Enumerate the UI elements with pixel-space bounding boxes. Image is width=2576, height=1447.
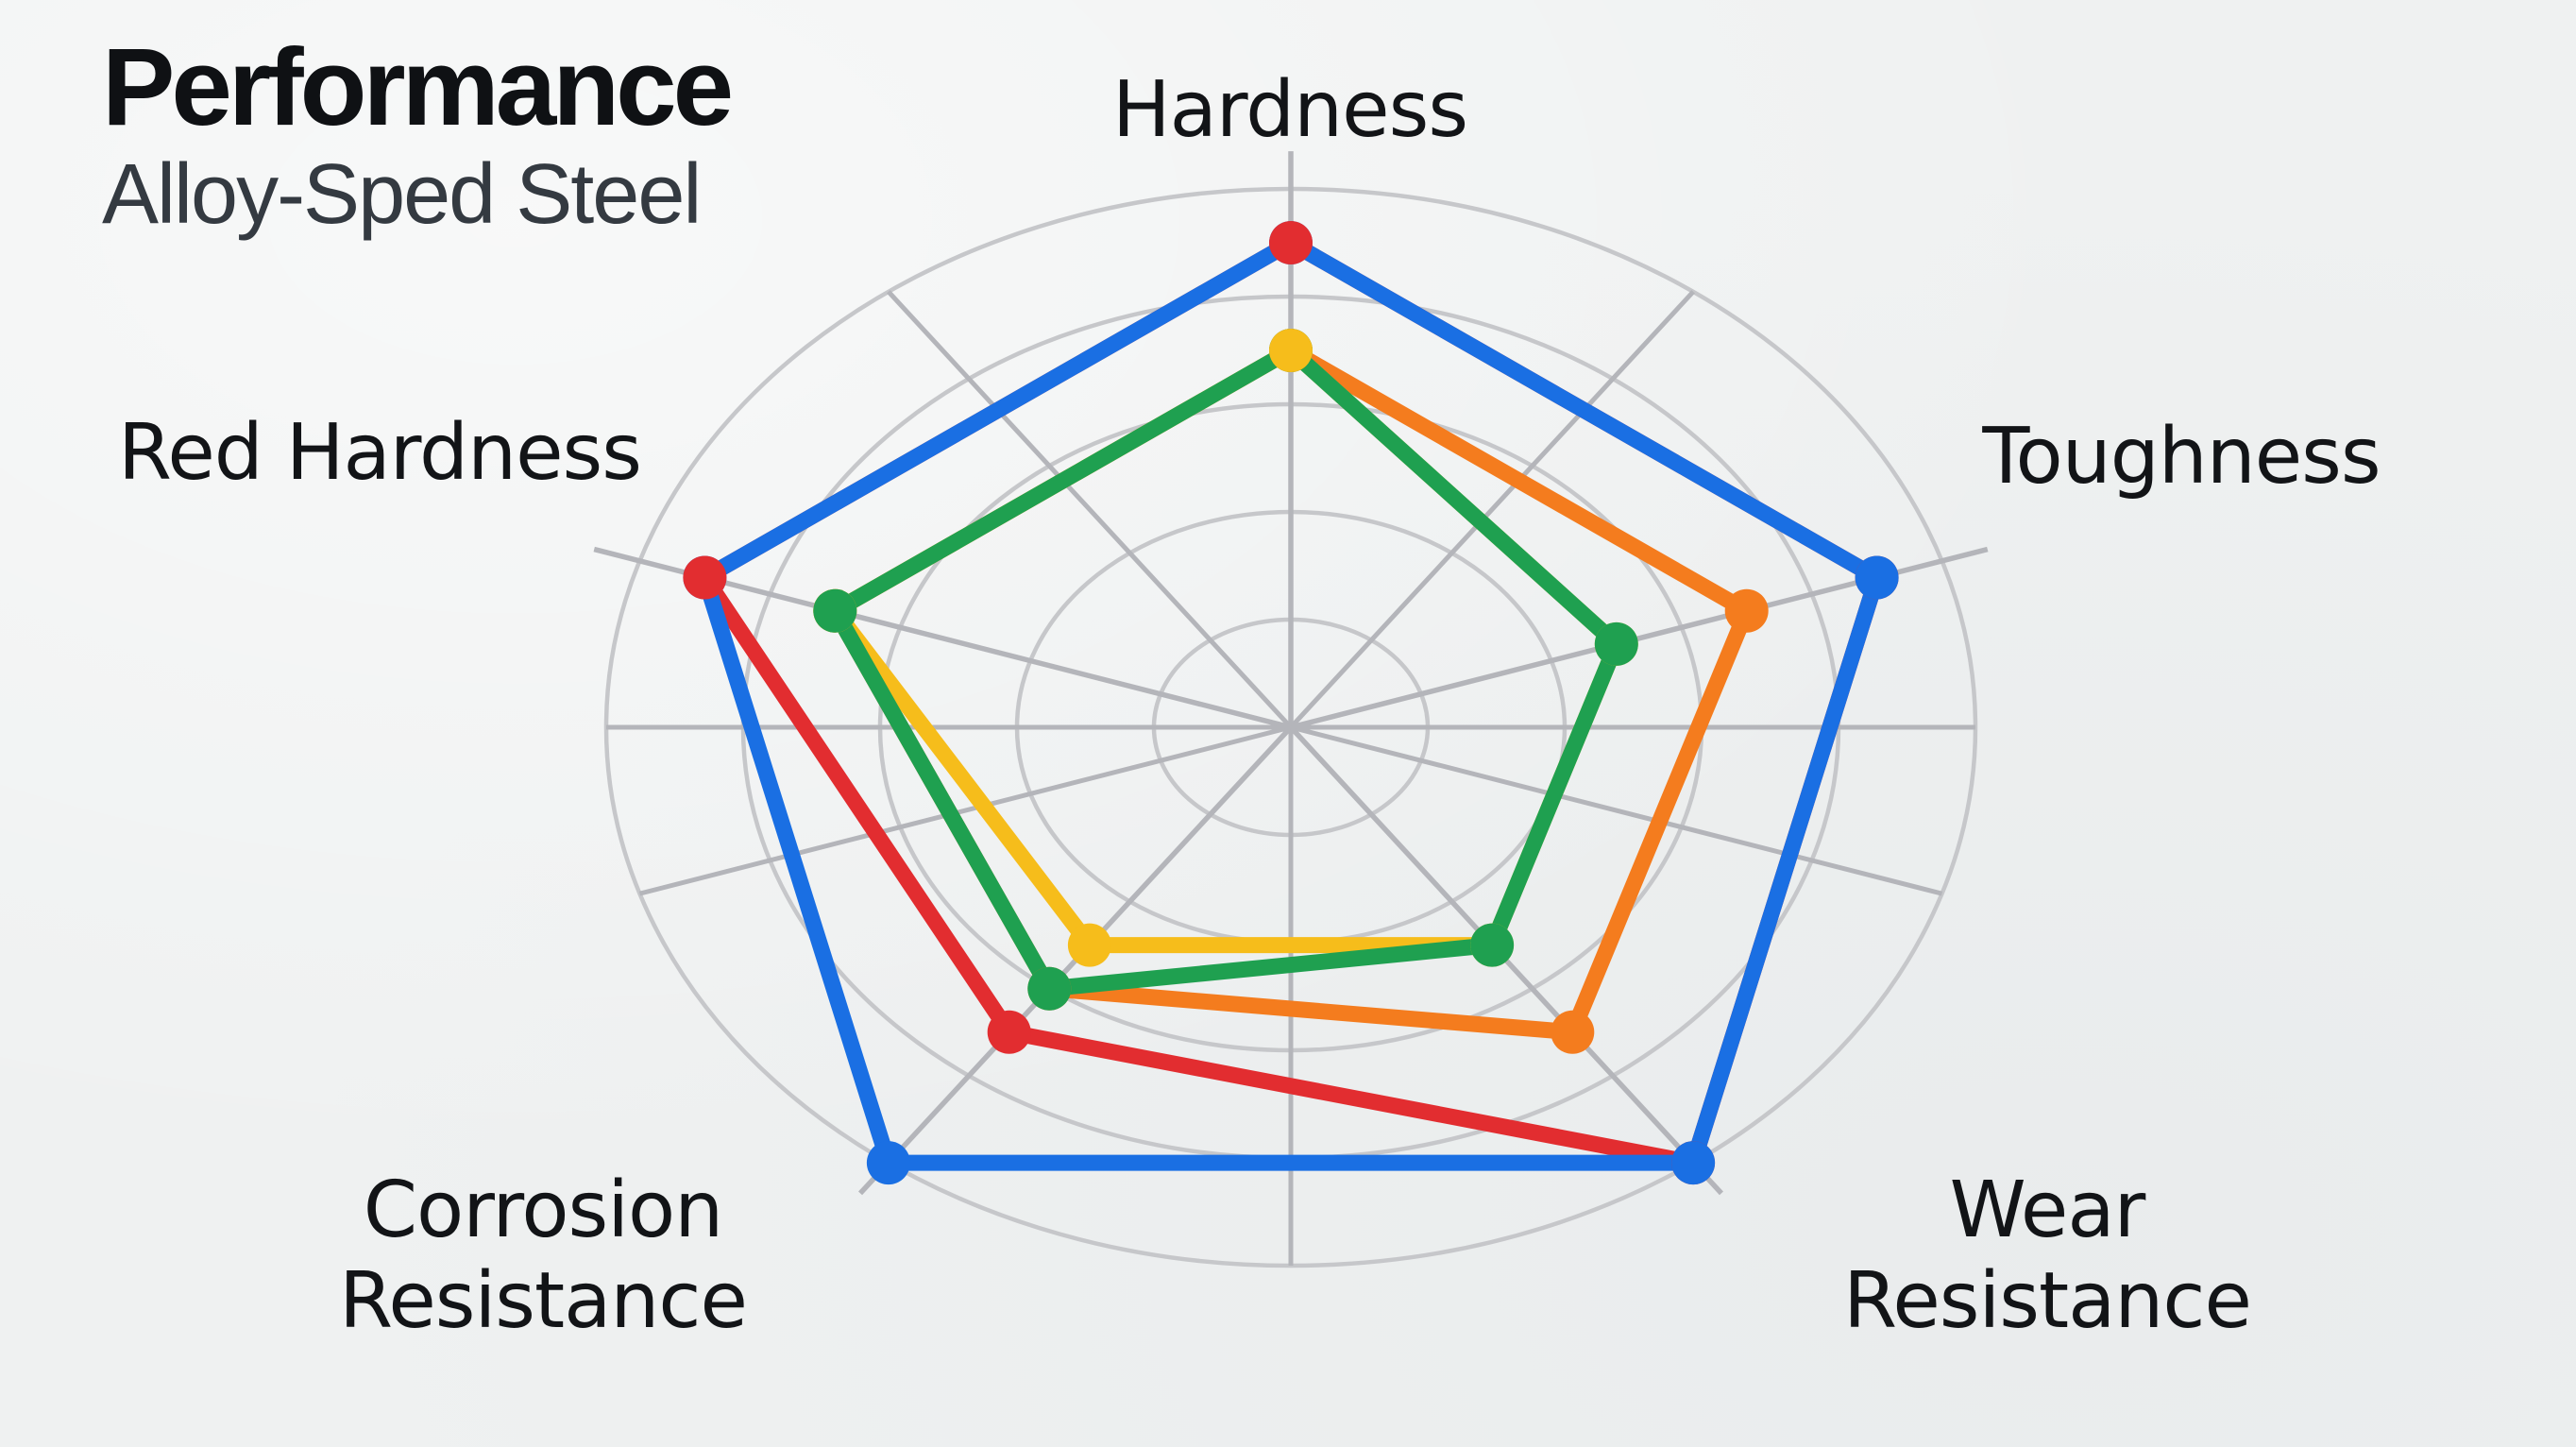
dot-green-toughness xyxy=(1594,621,1638,666)
series-polygon-green xyxy=(826,342,1625,997)
title-block: Performance Alloy-Sped Steel xyxy=(102,26,734,243)
axis-label-line: Corrosion xyxy=(363,1166,723,1256)
radar-series xyxy=(696,234,1886,1171)
axis-label-line: Wear xyxy=(1949,1166,2146,1256)
axis-label-red-hardness: Red Hardness xyxy=(118,408,642,499)
axis-label-line: Resistance xyxy=(339,1256,748,1346)
grid-spoke xyxy=(638,724,1292,896)
dot-blue-toughness xyxy=(1855,555,1899,600)
axis-label-corrosion-resistance: Corrosion Resistance xyxy=(339,1166,748,1347)
radar-grid xyxy=(593,151,1989,1268)
dot-green-corrosion-resistance xyxy=(1027,966,1072,1011)
axis-label-line: Red Hardness xyxy=(118,408,642,499)
chart-subtitle: Alloy-Sped Steel xyxy=(102,147,702,243)
axis-label-line: Hardness xyxy=(1111,65,1468,156)
grid-spoke xyxy=(1290,724,1943,896)
dot-blue-wear-resistance xyxy=(1671,1141,1716,1185)
dot-yellow-hardness xyxy=(1269,329,1313,372)
dot-red-red-hardness xyxy=(683,555,727,600)
series-polygon-blue xyxy=(696,234,1886,1171)
dot-orange-toughness xyxy=(1724,588,1769,633)
dot-orange-wear-resistance xyxy=(1551,1010,1595,1054)
grid-spoke xyxy=(1289,290,1695,729)
dot-blue-corrosion-resistance xyxy=(866,1141,910,1185)
axis-label-line: Resistance xyxy=(1843,1256,2252,1346)
axis-label-line: Toughness xyxy=(1982,412,2381,502)
chart-title: Performance xyxy=(102,26,734,148)
axis-label-toughness: Toughness xyxy=(1982,412,2381,502)
dot-green-wear-resistance xyxy=(1470,923,1515,967)
axis-label-hardness: Hardness xyxy=(1111,65,1468,156)
radar-dots xyxy=(683,221,1899,1185)
dot-red-hardness xyxy=(1269,221,1313,264)
dot-yellow-corrosion-resistance xyxy=(1067,923,1111,967)
dot-red-corrosion-resistance xyxy=(987,1010,1031,1054)
grid-spoke xyxy=(887,290,1293,729)
dot-green-red-hardness xyxy=(813,588,857,633)
axis-label-wear-resistance: Wear Resistance xyxy=(1843,1166,2252,1347)
